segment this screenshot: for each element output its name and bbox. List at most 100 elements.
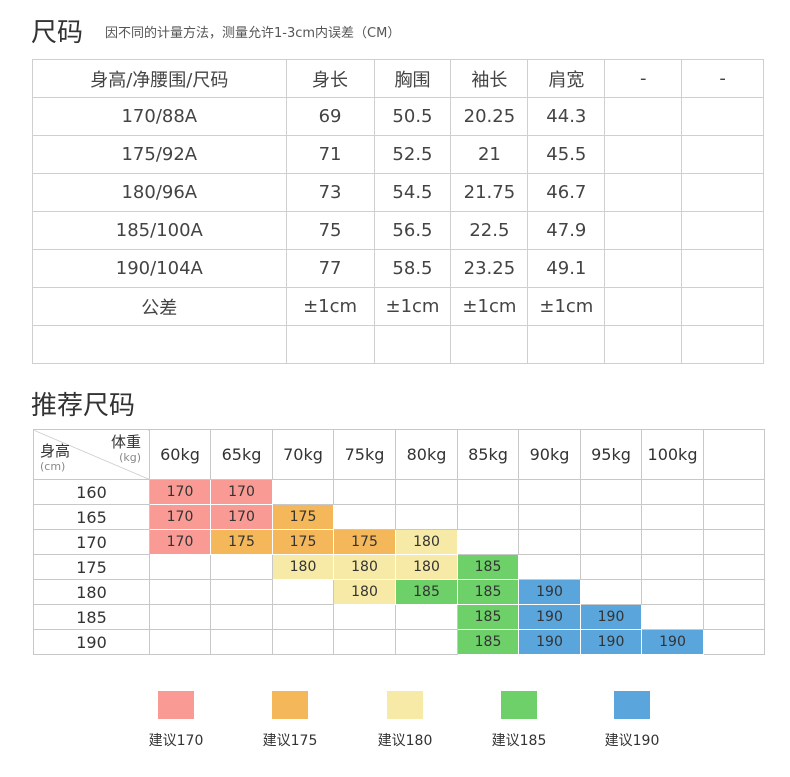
size-cell: 170 — [149, 529, 211, 555]
table-cell: 23.25 — [450, 249, 529, 288]
table-cell: 46.7 — [527, 173, 606, 212]
size-cell — [149, 554, 211, 580]
table-cell: 22.5 — [450, 211, 529, 250]
table-row — [32, 325, 764, 364]
size-cell — [518, 504, 581, 530]
size-cell — [395, 629, 458, 655]
table-cell: 身高/净腰围/尺码 — [32, 59, 287, 98]
empty-cell — [703, 554, 765, 580]
size-cell: 180 — [272, 554, 334, 580]
weight-header: 85kg — [457, 429, 519, 480]
size-cell: 170 — [210, 504, 273, 530]
size-cell: 190 — [518, 629, 581, 655]
legend-swatch — [614, 691, 650, 719]
corner-cell: 体重 (kg) 身高 (cm) — [33, 429, 150, 480]
table-cell: ±1cm — [285, 287, 375, 326]
legend-swatch — [387, 691, 423, 719]
table-cell — [681, 211, 764, 250]
table-cell: 21.75 — [450, 173, 529, 212]
table-cell: 77 — [285, 249, 375, 288]
legend-swatch — [501, 691, 537, 719]
height-axis-label: 身高 (cm) — [40, 443, 70, 475]
size-cell: 180 — [333, 554, 396, 580]
size-cell: 180 — [395, 554, 458, 580]
legend-item: 建议170 — [126, 691, 226, 750]
height-label: 身高 — [40, 442, 71, 460]
size-cell — [333, 504, 396, 530]
size-cell: 175 — [210, 529, 273, 555]
table-cell: 175/92A — [32, 135, 287, 174]
height-row: 185 185 190 190 — [33, 604, 765, 630]
weight-header: 60kg — [149, 429, 211, 480]
legend-label: 建议175 — [262, 733, 318, 749]
table-cell: - — [681, 59, 764, 98]
size-cell: 190 — [518, 579, 581, 605]
size-cell — [457, 479, 519, 505]
size-cell: 175 — [272, 529, 334, 555]
size-cell — [641, 529, 704, 555]
table-cell: 公差 — [32, 287, 287, 326]
legend-item: 建议185 — [469, 691, 569, 750]
table-cell — [285, 325, 375, 364]
size-cell — [333, 629, 396, 655]
table-cell — [527, 325, 606, 364]
size-cell — [272, 604, 334, 630]
table-cell: 71 — [285, 135, 375, 174]
size-cell: 185 — [457, 604, 519, 630]
weight-header-row: 体重 (kg) 身高 (cm) 60kg 65kg 70kg 75kg 80kg 85kg 90kg… — [33, 429, 765, 480]
recommend-title: 推荐尺码 — [31, 391, 136, 421]
size-cell: 190 — [580, 629, 642, 655]
table-cell: 47.9 — [527, 211, 606, 250]
empty-cell — [703, 629, 765, 655]
table-cell: 185/100A — [32, 211, 287, 250]
table-cell: 49.1 — [527, 249, 606, 288]
table-cell: 69 — [285, 97, 375, 136]
weight-unit: (kg) — [119, 451, 141, 464]
table-row: 公差 ±1cm ±1cm ±1cm ±1cm — [32, 287, 764, 326]
table-cell: 56.5 — [373, 211, 452, 250]
table-cell: 50.5 — [373, 97, 452, 136]
height-unit: (cm) — [40, 460, 66, 473]
height-row: 190 185 190 190 190 — [33, 629, 765, 655]
size-cell: 180 — [395, 529, 458, 555]
height-row: 165 170 170 175 — [33, 504, 765, 530]
table-cell — [604, 135, 683, 174]
weight-axis-label: 体重 (kg) — [111, 434, 141, 466]
recommend-table: 体重 (kg) 身高 (cm) 60kg 65kg 70kg 75kg 80kg 85kg 90kg… — [33, 429, 765, 655]
weight-label: 体重 — [110, 433, 141, 451]
table-cell — [373, 325, 452, 364]
size-cell — [641, 479, 704, 505]
weight-header: 70kg — [272, 429, 334, 480]
table-row: 190/104A 77 58.5 23.25 49.1 — [32, 249, 764, 288]
table-cell — [681, 97, 764, 136]
size-cell — [580, 529, 642, 555]
size-cell: 170 — [149, 479, 211, 505]
table-cell — [681, 173, 764, 212]
table-cell — [681, 325, 764, 364]
table-cell: 170/88A — [32, 97, 287, 136]
height-label-cell: 190 — [33, 629, 150, 655]
height-label-cell: 165 — [33, 504, 150, 530]
size-cell — [149, 579, 211, 605]
size-cell — [333, 604, 396, 630]
size-cell — [641, 504, 704, 530]
size-cell — [395, 479, 458, 505]
table-cell: 180/96A — [32, 173, 287, 212]
size-cell: 170 — [210, 479, 273, 505]
size-cell — [580, 579, 642, 605]
size-cell: 185 — [457, 579, 519, 605]
table-cell: 袖长 — [450, 59, 529, 98]
table-row: 180/96A 73 54.5 21.75 46.7 — [32, 173, 764, 212]
table-cell — [604, 97, 683, 136]
size-cell — [149, 604, 211, 630]
legend-item: 建议190 — [582, 691, 682, 750]
empty-cell — [703, 529, 765, 555]
size-cell — [580, 554, 642, 580]
weight-header: 75kg — [333, 429, 396, 480]
height-label-cell: 180 — [33, 579, 150, 605]
table-row: 175/92A 71 52.5 21 45.5 — [32, 135, 764, 174]
table-cell: ±1cm — [527, 287, 606, 326]
size-cell — [210, 579, 273, 605]
size-cell: 190 — [518, 604, 581, 630]
size-cell — [580, 479, 642, 505]
